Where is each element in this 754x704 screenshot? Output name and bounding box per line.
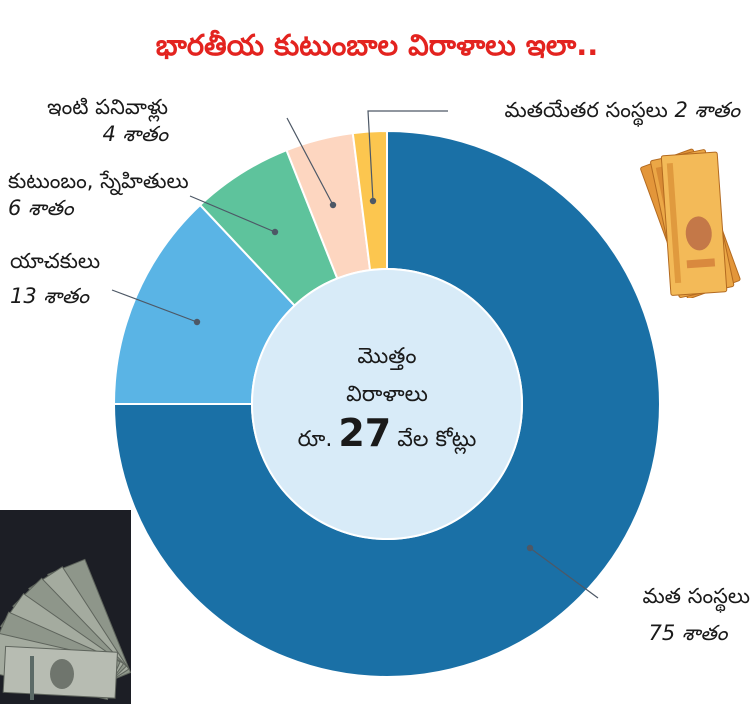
category-label: మత సంస్థలు <box>642 584 750 608</box>
leader-dot-beggars <box>193 318 201 326</box>
donut-hole <box>251 268 523 540</box>
label-non-religious-institutions: మతయేతర సంస్థలు 2 శాతం <box>504 97 740 124</box>
center-currency: రూ. <box>297 427 333 452</box>
portrait <box>50 659 74 689</box>
value-label: 6 శాతం <box>8 196 74 220</box>
label-religious-institutions: మత సంస్థలు 75 శాతం <box>642 583 750 647</box>
value-label: 4 శాతం <box>102 122 168 146</box>
center-line-amount: రూ. 27 వేల కోట్లు <box>252 414 522 452</box>
category-label: కుటుంబం, స్నేహితులు <box>8 169 189 193</box>
center-unit: వేల కోట్లు <box>397 427 477 452</box>
leader-line-religious-institutions <box>529 547 599 599</box>
leader-line-beggars <box>111 289 198 323</box>
label-domestic-workers: ఇంటి పనివాళ్లు 4 శాతం <box>10 94 168 148</box>
leader-dot-religious-institutions <box>526 544 534 552</box>
donut-slices <box>112 129 661 678</box>
security-thread <box>30 656 34 700</box>
value-label: 75 శాతం <box>648 621 728 645</box>
leader-line-family-friends <box>189 195 276 233</box>
banknotes-photo <box>640 148 741 298</box>
leader-line-domestic-workers <box>286 117 334 206</box>
chart-title: భారతీయ కుటుంబాల విరాళాలు ఇలా.. <box>155 28 599 62</box>
center-amount: 27 <box>338 411 392 455</box>
leader-lines <box>111 110 599 599</box>
category-label: మతయేతర సంస్థలు <box>504 98 668 122</box>
leader-dot-domestic-workers <box>329 201 337 209</box>
value-label: 13 శాతం <box>10 284 89 308</box>
category-label: ఇంటి పనివాళ్లు <box>47 95 168 119</box>
leader-dot-family-friends <box>271 228 279 236</box>
banknotes-photo <box>0 510 131 704</box>
donut-center-label: మొత్తం విరాళాలు రూ. 27 వేల కోట్లు <box>252 338 522 452</box>
leader-line-non-religious-institutions <box>367 110 448 202</box>
center-line-total: మొత్తం <box>357 344 417 369</box>
label-beggars: యాచకులు 13 శాతం <box>10 248 100 310</box>
label-family-friends: కుటుంబం, స్నేహితులు 6 శాతం <box>8 168 189 222</box>
leader-dot-non-religious-institutions <box>369 197 377 205</box>
leader-dots <box>193 197 534 552</box>
banknote <box>660 151 728 296</box>
value-label: 2 శాతం <box>674 98 740 122</box>
category-label: యాచకులు <box>10 249 101 273</box>
center-line-donations: విరాళాలు <box>346 382 428 407</box>
portrait <box>685 216 712 251</box>
